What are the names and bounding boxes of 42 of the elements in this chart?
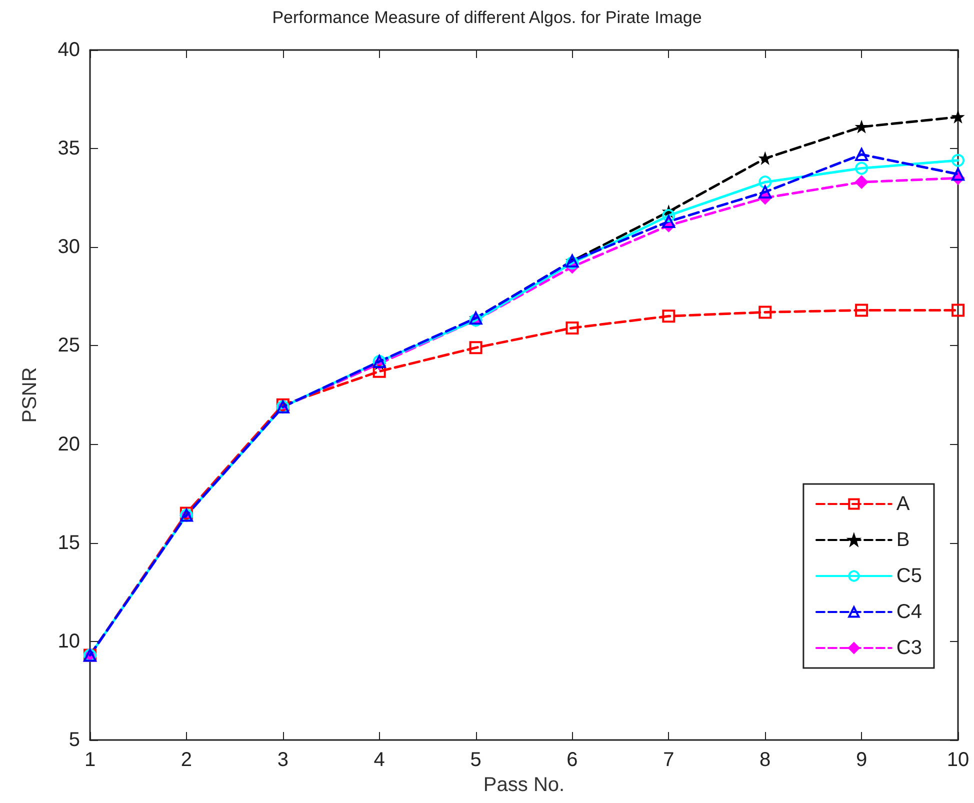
point: [758, 306, 772, 319]
y-tick-label: 10: [58, 630, 80, 652]
point: [662, 209, 676, 222]
point: [952, 304, 964, 317]
chart-title: Performance Measure of different Algos. for Pirate Image: [272, 8, 702, 27]
point: [952, 168, 964, 181]
point: [855, 304, 868, 317]
y-tick-label: 5: [68, 729, 80, 751]
point: [566, 321, 579, 334]
x-tick-label: 10: [946, 749, 970, 771]
point: [952, 154, 964, 167]
point: [662, 215, 676, 228]
point: [855, 176, 868, 189]
legend-label: A: [896, 493, 910, 515]
legend-label: B: [896, 529, 910, 551]
x-tick-label: 3: [277, 749, 288, 771]
x-tick-label: 7: [663, 749, 674, 771]
x-axis-title: Pass No.: [483, 774, 565, 796]
point: [758, 176, 772, 189]
legend-label: C3: [896, 637, 922, 659]
legend-label: C5: [896, 565, 922, 587]
y-tick-label: 30: [58, 236, 80, 258]
y-tick-label: 40: [58, 39, 80, 61]
point: [758, 185, 772, 198]
point: [469, 341, 482, 354]
y-tick-label: 20: [58, 433, 80, 456]
y-axis-title: PSNR: [19, 367, 41, 423]
x-tick-label: 1: [84, 749, 96, 771]
point: [855, 148, 868, 161]
x-tick-label: 4: [374, 749, 385, 771]
y-tick-label: 15: [58, 532, 80, 554]
x-tick-label: 2: [180, 749, 192, 771]
point: [662, 310, 676, 323]
x-tick-label: 6: [566, 749, 578, 771]
point: [855, 162, 868, 175]
y-tick-label: 35: [58, 138, 80, 160]
x-tick-label: 5: [470, 749, 482, 771]
y-tick-label: 25: [58, 334, 80, 357]
legend-label: C4: [896, 601, 922, 623]
x-tick-label: 9: [856, 749, 868, 771]
point: [372, 364, 386, 378]
x-tick-label: 8: [760, 749, 771, 771]
